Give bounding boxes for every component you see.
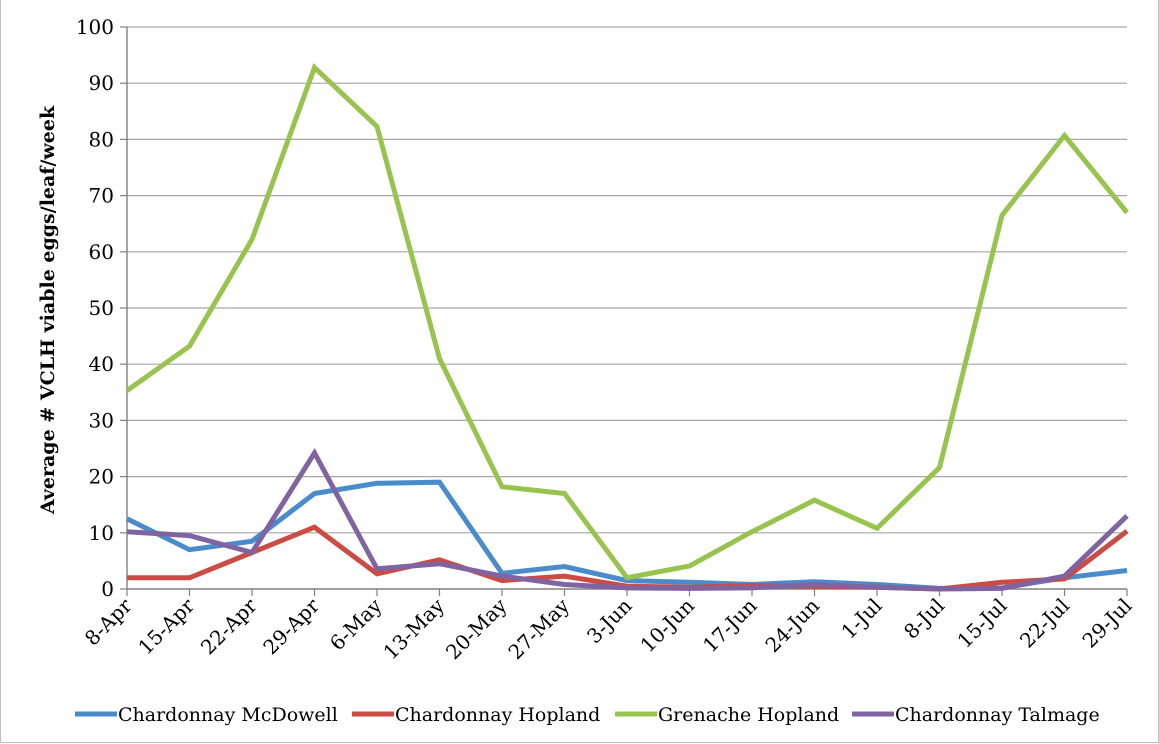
- x-tick-label: 29-Apr: [258, 593, 324, 659]
- y-tick-label: 90: [89, 71, 114, 95]
- x-tick-label: 3-Jun: [582, 593, 637, 648]
- x-tick-label: 27-May: [503, 593, 574, 664]
- x-tick-label: 22-Apr: [196, 593, 262, 659]
- x-tick-label: 15-Jul: [952, 594, 1011, 653]
- legend-label-grenache-hopland: Grenache Hopland: [658, 704, 839, 726]
- gridlines: [127, 26, 1127, 534]
- series-line-chardonnay-mcdowell: [125, 479, 1128, 591]
- legend: Chardonnay McDowell Chardonnay Hopland Gre…: [75, 704, 1100, 726]
- legend-label-chardonnay-mcdowell: Chardonnay McDowell: [118, 704, 338, 726]
- y-tick-label: 40: [89, 352, 114, 376]
- y-tick-label: 70: [89, 184, 114, 208]
- x-tick-label: 20-May: [441, 593, 512, 664]
- y-axis-title: Average # VCLH viable eggs/leaf/week: [37, 105, 59, 515]
- x-tick-label: 8-Jul: [899, 594, 949, 644]
- legend-label-chardonnay-hopland: Chardonnay Hopland: [395, 704, 600, 726]
- x-tick-label: 17-Jun: [698, 593, 762, 657]
- y-tick-label: 60: [89, 240, 114, 264]
- x-tick-label: 15-Apr: [133, 593, 199, 659]
- x-tick-label: 6-May: [325, 593, 387, 655]
- x-tick-label: 29-Jul: [1077, 594, 1136, 653]
- y-tick-label: 20: [89, 465, 114, 489]
- y-tick-label: 50: [89, 296, 114, 320]
- y-tick-label: 100: [76, 15, 114, 39]
- series-line-grenache-hopland: [125, 63, 1129, 581]
- legend-label-chardonnay-talmage: Chardonnay Talmage: [895, 704, 1100, 726]
- x-tick-label: 8-Apr: [80, 593, 137, 650]
- series-line-chardonnay-talmage: [126, 448, 1129, 592]
- x-tick-label: 10-Jun: [635, 593, 699, 657]
- y-tick-label: 10: [89, 521, 114, 545]
- series-lines: [125, 63, 1129, 592]
- x-tick-label: 22-Jul: [1015, 594, 1074, 653]
- y-tick-label: 0: [101, 577, 114, 601]
- y-tick-label: 80: [89, 127, 114, 151]
- y-tick-labels: 0 10 20 30 40 50 60 70 80 90 100: [76, 15, 114, 601]
- x-tick-label: 1-Jul: [836, 594, 886, 644]
- y-tick-label: 30: [89, 408, 114, 432]
- x-tick-label: 13-May: [378, 593, 449, 664]
- x-tick-label: 24-Jun: [760, 593, 824, 657]
